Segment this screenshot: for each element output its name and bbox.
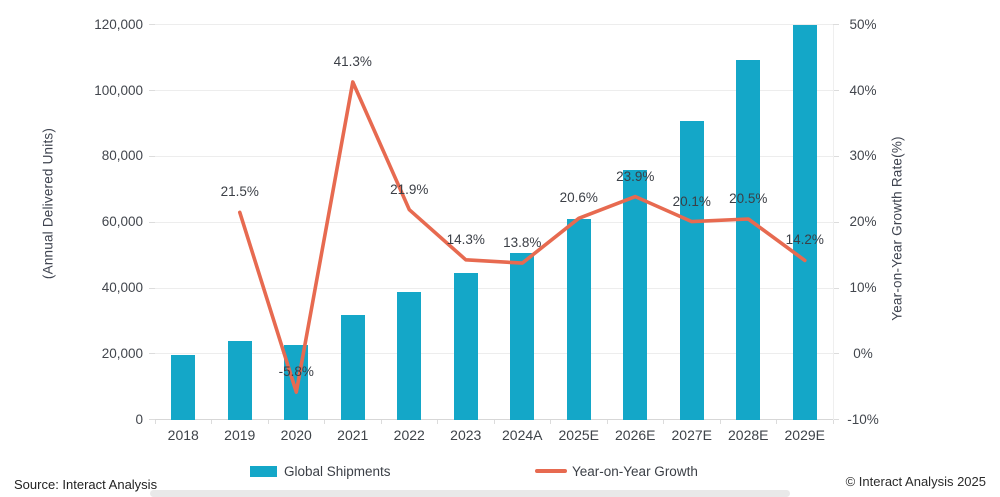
x-axis-tick (267, 420, 269, 425)
bar-2028E (736, 59, 761, 420)
right-axis-tick-label: 40% (849, 82, 877, 98)
bar-2019 (227, 340, 252, 420)
growth-label-2024A: 13.8% (503, 235, 542, 251)
x-tick-label-2023: 2023 (450, 427, 482, 443)
x-axis-tick (437, 420, 438, 425)
bar-2024A (510, 253, 535, 420)
x-tick-label-2024A: 2024A (502, 427, 543, 443)
x-axis-tick (832, 420, 834, 425)
legend-label-yoy-growth: Year-on-Year Growth (572, 463, 698, 479)
growth-label-2019: 21.5% (220, 184, 259, 200)
gridline (155, 90, 833, 92)
left-axis-tick (149, 287, 155, 289)
bar-2025E (566, 218, 591, 420)
gridline (155, 24, 833, 26)
x-axis-tick (550, 420, 551, 425)
growth-label-2023: 14.3% (446, 231, 485, 247)
right-axis-tick (833, 221, 839, 223)
right-axis-line (833, 24, 834, 420)
gridline (155, 287, 833, 289)
x-tick-label-2020: 2020 (280, 427, 312, 443)
x-axis-tick (211, 420, 212, 425)
x-tick-label-2019: 2019 (224, 427, 256, 443)
x-tick-label-2027E: 2027E (671, 427, 712, 443)
x-tick-label-2018: 2018 (167, 427, 199, 443)
line-series-swatch-icon (535, 469, 567, 473)
right-axis-tick (833, 353, 839, 355)
bar-2027E (679, 120, 704, 420)
right-axis-tick-label: 20% (849, 214, 877, 230)
left-axis-tick (149, 155, 155, 157)
left-axis-tick-label: 0 (135, 411, 143, 427)
left-axis-tick (149, 90, 155, 92)
left-axis-tick (149, 419, 155, 421)
right-axis-tick-label: 50% (849, 16, 877, 32)
left-axis-tick-label: 120,000 (94, 16, 143, 32)
legend-item-yoy-growth[interactable]: Year-on-Year Growth (535, 461, 698, 481)
bar-2023 (453, 273, 478, 420)
right-axis-tick-label: 30% (849, 148, 877, 164)
right-axis-tick-label: -10% (847, 411, 879, 427)
bar-2018 (171, 354, 196, 420)
growth-label-2027E: 20.1% (672, 193, 711, 209)
right-axis-tick (833, 287, 839, 289)
left-axis-tick-label: 20,000 (101, 345, 143, 361)
left-axis-tick (149, 221, 155, 223)
x-tick-label-2028E: 2028E (728, 427, 769, 443)
legend-item-global-shipments[interactable]: Global Shipments (250, 461, 391, 481)
left-axis-tick-label: 60,000 (101, 214, 143, 230)
x-tick-label-2029E: 2029E (784, 427, 825, 443)
x-axis-tick (776, 420, 777, 425)
copyright-note: © Interact Analysis 2025 (845, 474, 986, 489)
x-axis-tick (606, 420, 608, 425)
x-tick-label-2025E: 2025E (558, 427, 599, 443)
right-axis-tick (833, 24, 839, 26)
bar-2020 (284, 345, 309, 420)
right-axis-tick-label: 0% (853, 345, 873, 361)
x-tick-label-2021: 2021 (337, 427, 369, 443)
right-axis-title: Year-on-Year Growth Rate(%) (889, 136, 905, 321)
growth-label-2029E: 14.2% (785, 232, 824, 248)
left-axis-tick-label: 100,000 (94, 82, 143, 98)
growth-label-2021: 41.3% (333, 53, 372, 69)
gridline (155, 155, 833, 157)
x-axis-tick (324, 420, 325, 425)
bar-2026E (623, 170, 648, 420)
left-axis-tick (149, 353, 155, 355)
right-axis-tick-label: 10% (849, 280, 877, 296)
right-axis-tick (833, 155, 839, 157)
bar-2022 (397, 291, 422, 420)
left-axis-tick (149, 24, 155, 26)
gridline (155, 353, 833, 355)
bar-2021 (340, 314, 365, 420)
bar-series-swatch-icon (250, 465, 277, 477)
left-axis-tick-label: 40,000 (101, 280, 143, 296)
left-axis-title: (Annual Delivered Units) (40, 127, 56, 280)
growth-label-2022: 21.9% (390, 181, 429, 197)
x-tick-label-2026E: 2026E (615, 427, 656, 443)
gridline (155, 419, 833, 421)
growth-label-2025E: 20.6% (559, 190, 598, 206)
x-axis-tick (380, 420, 382, 425)
growth-label-2028E: 20.5% (729, 190, 768, 206)
x-tick-label-2022: 2022 (393, 427, 425, 443)
x-axis-tick (663, 420, 664, 425)
horizontal-scrollbar-thumb[interactable] (150, 490, 790, 497)
right-axis-tick (833, 419, 839, 421)
right-axis-tick (833, 90, 839, 92)
left-axis-tick-label: 80,000 (101, 148, 143, 164)
source-note: Source: Interact Analysis (14, 477, 158, 492)
legend-label-global-shipments: Global Shipments (284, 463, 391, 479)
x-axis-tick (719, 420, 721, 425)
x-axis-tick (493, 420, 495, 425)
bar-2029E (792, 24, 817, 420)
growth-label-2020: -5.8% (278, 364, 314, 380)
gridline (155, 221, 833, 223)
growth-label-2026E: 23.9% (616, 168, 655, 184)
x-axis-tick (154, 420, 156, 425)
